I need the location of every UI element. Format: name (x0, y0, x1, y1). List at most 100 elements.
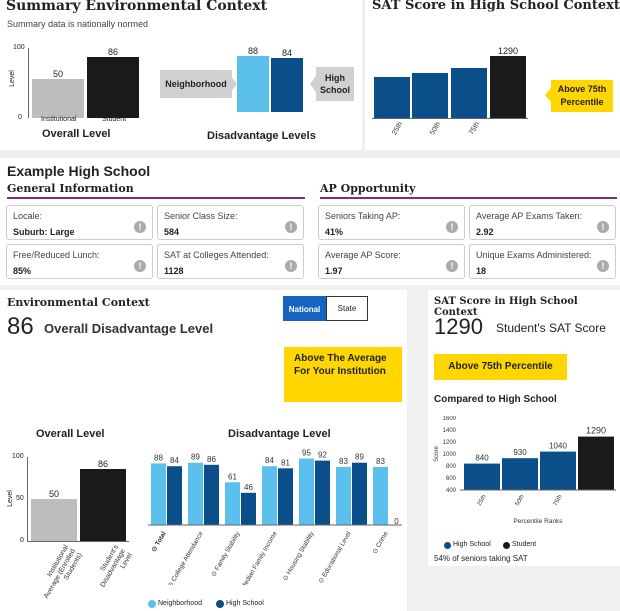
sat-score-label: Student's SAT Score (496, 321, 606, 335)
info-sat-colleges-value: 1128 (164, 266, 184, 276)
dis-bar-0-0 (151, 463, 166, 525)
info-icon[interactable]: ! (597, 260, 609, 272)
summary-sat-title: SAT Score in High School Context (372, 0, 620, 13)
sat-ytick-6: 400 (446, 488, 457, 494)
summary-sat-bar-75 (451, 68, 487, 118)
info-avg-ap-score-label: Average AP Score: (325, 250, 401, 260)
summary-lbl-student: Student (102, 116, 127, 123)
sat-compared-title: Compared to High School (434, 394, 557, 405)
sat-ytick-1: 1400 (443, 428, 457, 434)
info-avg-ap-score-value: 1.97 (325, 266, 343, 276)
sat-xlabel: Percentile Ranks (513, 518, 563, 525)
dis-bar-3-0 (262, 466, 277, 525)
dis-val-4-0: 95 (302, 449, 311, 458)
dis-bar-1-1 (204, 464, 219, 525)
sat-legend-student-swatch (503, 542, 510, 549)
dis-val-6-1: 0 (394, 517, 399, 526)
env-y-axis (27, 457, 28, 541)
sat-bar-3 (578, 436, 614, 490)
dis-cat-6: ⊙ Crime (371, 530, 390, 555)
info-unique-exams: Unique Exams Administered: 18! (469, 244, 616, 279)
legend-highschool-swatch (216, 600, 224, 608)
env-ytick-0: 0 (20, 537, 24, 544)
sat-legend-hs: High School (453, 541, 491, 548)
sat-ytick-0: 1600 (443, 416, 457, 422)
env-ytick-100: 100 (12, 453, 24, 460)
sat-panel: SAT Score in High School Context 1290 St… (428, 290, 620, 611)
info-sat-colleges-label: SAT at Colleges Attended: (164, 250, 269, 260)
dis-cat-2: ⊙ Family Stability (210, 530, 242, 578)
toggle-national[interactable]: National (283, 296, 326, 321)
summary-sat-panel: SAT Score in High School Context 1290 25… (365, 0, 620, 150)
summary-sat-bar-50 (412, 73, 448, 118)
sat-cat-2: 75th (553, 494, 564, 507)
info-icon[interactable]: ! (597, 221, 609, 233)
summary-val-institutional: 50 (52, 69, 63, 79)
info-icon[interactable]: ! (134, 260, 146, 272)
info-class-size: Senior Class Size: 584! (157, 205, 304, 240)
school-name: Example High School (7, 163, 151, 179)
info-icon[interactable]: ! (446, 260, 458, 272)
dis-bar-5-0 (336, 466, 351, 525)
sat-inner (428, 290, 620, 566)
school-panel: Example High School General Information … (0, 158, 620, 285)
sat-ytick-3: 1000 (443, 452, 457, 458)
info-class-size-value: 584 (164, 227, 180, 237)
dis-cat-5: ⊙ Educational Level (317, 530, 353, 585)
dis-bar-4-0 (299, 458, 314, 525)
dis-cat-4: ⊙ Housing Stability (282, 530, 316, 582)
summary-sat-val-student: 1290 (497, 46, 519, 56)
dis-bar-6-0 (373, 466, 388, 525)
summary-sat-badge-arrow (545, 88, 551, 102)
summary-sat-tick-25: 25th (391, 121, 405, 137)
info-avg-exams-label: Average AP Exams Taken: (476, 211, 583, 221)
summary-tag-neighborhood: Neighborhood (160, 70, 232, 98)
dis-bar-4-1 (315, 460, 330, 525)
summary-lbl-institutional: Institutional (41, 116, 77, 123)
env-lbl-institutional: Institutional Average (Enrolled Students… (42, 544, 84, 600)
env-bar-institutional (31, 499, 77, 541)
dis-bar-2-0 (225, 482, 240, 525)
info-icon[interactable]: ! (285, 221, 297, 233)
info-locale-label: Locale: (13, 211, 43, 221)
summary-y-axis (28, 48, 29, 118)
summary-val-student: 86 (107, 47, 118, 57)
env-bar-student (80, 469, 126, 541)
info-unique-exams-label: Unique Exams Administered: (476, 250, 592, 260)
sat-footnote: 54% of seniors taking SAT (434, 554, 528, 563)
summary-bar-institutional (32, 79, 84, 118)
sat-val-3: 1290 (586, 426, 606, 436)
summary-sat-bar-student (490, 56, 526, 118)
dis-val-5-1: 89 (355, 453, 364, 462)
sat-legend-hs-swatch (444, 542, 451, 549)
dis-cat-0: ⊙ Total (151, 530, 168, 553)
dis-val-0-1: 84 (170, 456, 179, 465)
info-seniors-ap: Seniors Taking AP: 41%! (318, 205, 465, 240)
summary-dis-bar-highschool (271, 58, 303, 112)
info-icon[interactable]: ! (285, 260, 297, 272)
env-ytick-50: 50 (16, 495, 24, 502)
toggle-state[interactable]: State (326, 296, 368, 321)
sat-val-1: 930 (513, 448, 527, 457)
env-title: Environmental Context (7, 296, 150, 309)
summary-sat-bar-25 (374, 77, 410, 118)
sat-title: SAT Score in High School Context (434, 296, 578, 318)
sat-legend-student: Student (512, 541, 537, 548)
info-lunch-value: 85% (13, 266, 32, 276)
env-ylabel: Level (6, 490, 14, 507)
dis-val-6-0: 83 (376, 457, 385, 466)
dis-val-4-1: 92 (318, 451, 327, 460)
info-icon[interactable]: ! (134, 221, 146, 233)
summary-tag-arrow (231, 76, 237, 92)
env-badge: Above The Average For Your Institution (284, 347, 402, 402)
dis-val-3-1: 81 (281, 458, 290, 467)
dis-bar-5-1 (352, 462, 367, 525)
summary-env-title: Summary Environmental Context (6, 0, 268, 14)
info-locale: Locale: Suburb: Large! (6, 205, 153, 240)
sat-ytick-2: 1200 (443, 440, 457, 446)
dis-val-2-1: 46 (244, 483, 253, 492)
dis-val-1-1: 86 (207, 455, 216, 464)
dis-bar-2-1 (241, 492, 256, 525)
info-icon[interactable]: ! (446, 221, 458, 233)
info-lunch-label: Free/Reduced Lunch: (13, 250, 100, 260)
